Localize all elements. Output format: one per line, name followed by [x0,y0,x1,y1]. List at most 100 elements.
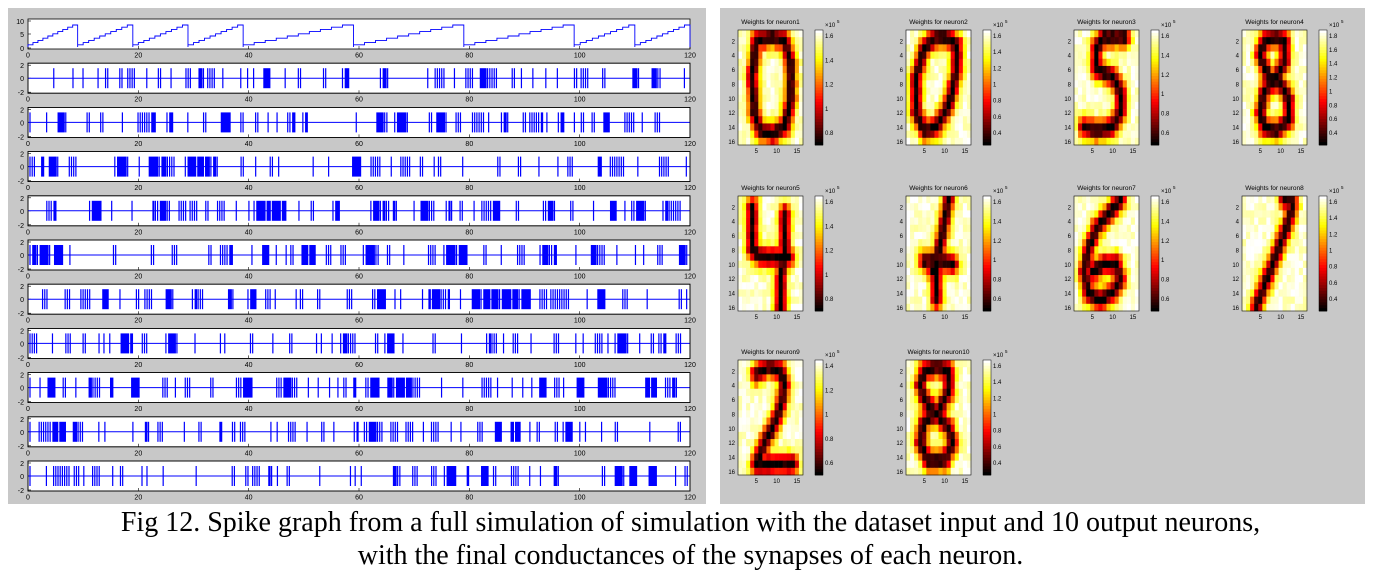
heatmap-cell [946,37,951,45]
heatmap-cell [1110,94,1115,103]
heatmap-cell [958,210,964,218]
heatmap-cell [742,51,747,60]
heatmap-cell [770,367,775,375]
x-tick-label: 40 [245,274,253,281]
heatmap-cell [1302,224,1308,233]
heatmap-cell [954,109,960,117]
colorbar-cell [1151,76,1159,80]
heatmap-cell [1274,210,1279,218]
heatmap-cell [1114,289,1119,297]
heatmap-cell [738,403,743,411]
heatmap-cell [938,101,943,110]
colorbar-cell [815,265,823,269]
heatmap-cell [1294,116,1300,124]
heatmap-cell [942,410,947,418]
colorbar-cell [815,437,823,441]
heatmap-cell [942,303,947,312]
heatmap-cell [962,37,968,45]
heatmap-cell [738,417,743,425]
heatmap-cell [966,231,972,240]
heatmap-cell [1282,210,1287,218]
heatmap-cell [1246,303,1251,312]
heatmap-cell [782,289,788,297]
spike-subplot-7: 20-20 20 40 60 80 100 120 [18,327,696,369]
heatmap-cell [1074,217,1079,226]
heatmap-cell [918,217,923,226]
heatmap-cell [742,431,747,440]
x-tick-label: 40 [245,229,253,236]
x-tick-label: 40 [245,318,253,325]
heatmap-cell [762,395,767,404]
heatmap-cell [1110,109,1115,117]
colorbar-cell [815,403,823,407]
heatmap-cell [1078,109,1083,117]
heatmap-cell [1090,217,1095,226]
spike-burst [614,466,623,486]
colorbar-cell [1319,308,1327,312]
heatmap-cell [1114,239,1119,247]
heatmap-frame [737,29,804,146]
heatmap-cell [1274,123,1279,131]
colorbar-cell [983,58,991,63]
heatmap-cell [958,231,964,240]
heatmap-cell [938,260,943,269]
heatmap-cell [934,467,939,476]
spike-burst [471,289,481,310]
colorbar-cell [815,362,823,367]
heatmap-cell [762,467,767,476]
heatmap-cell [1126,253,1132,261]
colorbar-cell [983,204,991,208]
heatmap-cell [926,116,931,124]
heatmap-cell [766,73,771,81]
heatmap-cell [906,417,911,425]
heatmap-cell [1086,282,1091,290]
heatmap-cell [1114,130,1119,139]
heatmap-cell [754,239,759,247]
y-tick-label: 0 [20,46,24,53]
heatmap-cell [926,367,931,375]
heatmap-cell [1278,210,1283,218]
y-tick-label: 6 [1068,234,1072,240]
heatmap-cell [1250,224,1255,233]
colorbar-cell [983,219,991,223]
heatmap-cell [1086,37,1091,45]
heatmap-cell [958,260,964,269]
heatmap-cell [1090,30,1095,38]
heatmap-cell [738,360,743,368]
heatmap-cell [1258,275,1263,283]
colorbar-cell [815,130,823,134]
heatmap-cell [1290,130,1296,139]
x-tick-label: 15 [1298,149,1305,155]
heatmap-cell [782,116,788,124]
colorbar-cell [815,452,823,456]
heatmap-cell [746,395,751,404]
heatmap-cell [918,374,923,382]
spike-burst [292,112,296,133]
heatmap-cell [770,417,775,425]
heatmap-cell [922,296,927,305]
colorbar-cell [1151,299,1159,303]
heatmap-cell [774,403,779,411]
heatmap-cell [918,137,923,146]
heatmap-cell [762,123,767,131]
y-tick-label: 8 [732,82,736,88]
heatmap-cell [1298,87,1304,95]
heatmap-cell [798,403,804,411]
colorbar-cell [1319,50,1327,54]
heatmap-cell [1302,94,1308,103]
heatmap-cell [910,417,915,425]
heatmap-cell [954,239,960,247]
colorbar-tick-label: 1.4 [993,50,1002,56]
spike-burst [672,377,676,398]
heatmap-cell [1082,282,1087,290]
heatmap-cell [1274,65,1279,74]
heatmap-cell [1130,94,1136,103]
heatmap-cell [914,381,919,390]
heatmap-cell [766,374,771,382]
heatmap-cell [938,116,943,124]
heatmap-cell [1242,87,1247,95]
heatmap-cell [938,253,943,261]
heatmap-cell [1254,260,1259,269]
spike-series [29,421,682,442]
